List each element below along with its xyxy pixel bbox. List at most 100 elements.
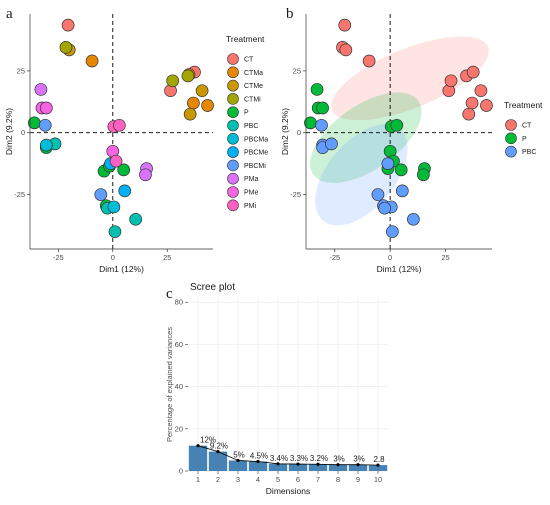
data-point-pbcme — [118, 184, 132, 198]
data-point-pmi — [109, 154, 123, 168]
scree-bar-dim-2 — [208, 451, 228, 471]
y-tick-label: 0 — [21, 128, 25, 137]
legend-label-ctme: CTMe — [244, 83, 263, 90]
scree-point — [236, 458, 240, 463]
legend-label-pme: PMe — [244, 190, 259, 197]
legend-label-pbcme: PBCMe — [244, 150, 268, 157]
y-tick-label: -25 — [290, 190, 301, 199]
scree-bar-dim-8 — [328, 464, 348, 471]
data-point-ctma — [85, 54, 99, 68]
legend-key-ct — [227, 53, 239, 65]
data-point-ctmi — [166, 74, 180, 88]
scree-x-tick-label: 8 — [336, 475, 340, 484]
data-point-p — [316, 101, 329, 115]
scree-x-tick-label: 9 — [356, 475, 360, 484]
panel-b-letter: b — [286, 6, 294, 22]
data-point-ct — [61, 18, 75, 32]
legend-key-ct — [505, 119, 517, 131]
legend-label-ctmi: CTMi — [244, 96, 261, 103]
data-point-ct — [362, 54, 376, 68]
legend-key-pme — [227, 186, 239, 198]
data-point-pma — [34, 83, 48, 96]
data-point-pbc — [395, 184, 409, 198]
confidence-ellipse-p — [310, 92, 422, 183]
data-point-pbc — [315, 118, 328, 132]
data-point-ct — [462, 107, 476, 121]
panel-a-letter: a — [6, 6, 13, 22]
y-tick-label: -25 — [14, 190, 25, 199]
legend-label-pbc: PBC — [244, 123, 258, 130]
data-point-ctmi — [181, 69, 195, 83]
scree-bar-dim-3 — [228, 460, 248, 471]
scree-data-label: 3.3% — [290, 454, 308, 463]
data-point-ctme — [195, 84, 209, 98]
scree-data-label: 4.5% — [250, 452, 268, 461]
y-axis-label: Dim2 (9.2%) — [4, 108, 14, 155]
y-axis-label: Dim2 (9.2%) — [280, 108, 290, 155]
data-point-p — [417, 168, 430, 182]
legend: Treatment CT CTMa CTMe CTMi P PBC PBCMa PBCMe PBC… — [226, 34, 268, 212]
legend-label-pbcmi: PBCMi — [244, 163, 266, 170]
scree-bar-dim-4 — [248, 461, 268, 471]
data-point-p — [310, 83, 324, 96]
legend-key-pmi — [227, 199, 239, 212]
x-axis-label: Dim1 (12%) — [377, 264, 422, 274]
legend-title: Treatment — [226, 34, 265, 44]
legend-label-ct: CT — [522, 123, 532, 130]
data-point-pbcmi — [38, 118, 52, 132]
scree-point — [256, 459, 260, 464]
y-tick-label: 25 — [17, 66, 25, 75]
legend-key-ctmi — [227, 93, 239, 105]
scree-x-axis-label: Dimensions — [266, 486, 310, 496]
scree-point — [196, 444, 200, 448]
scree-bar-dim-6 — [288, 464, 308, 471]
scree-point — [296, 462, 300, 466]
data-point-ct — [474, 84, 488, 98]
legend-label-ct: CT — [244, 57, 254, 64]
legend-label-p: P — [244, 110, 249, 117]
data-point-p — [394, 163, 408, 177]
legend-key-ctme — [227, 79, 239, 92]
scree-data-label: 3% — [333, 455, 345, 464]
scree-x-tick-label: 10 — [374, 475, 382, 484]
panel-a-pca-scatter: -25 0 25 25 0 -25 Dim1 (12%) Dim2 (9.2%) Treatme… — [4, 14, 268, 274]
scree-data-label: 3.4% — [270, 454, 288, 463]
panel-c-scree-plot: Scree plot 12%9.2% 5% 4.5% 3.4% 3.3% 3.2% 3% 3% 2… — [165, 282, 388, 496]
scree-bar-dim-1 — [188, 445, 208, 471]
legend-key-ctma — [227, 66, 239, 79]
scree-point — [376, 463, 380, 467]
scree-y-axis-label: Percentage of explained variances — [165, 327, 174, 442]
legend-key-pbcme — [227, 146, 239, 158]
data-point-pma — [139, 168, 152, 182]
data-point-p — [390, 118, 404, 132]
data-point-pbc — [378, 201, 391, 215]
data-point-ctma — [201, 99, 214, 112]
data-point-ct — [466, 65, 480, 79]
y-tick-label: 0 — [297, 128, 301, 137]
scree-x-tick-label: 5 — [276, 475, 280, 484]
x-tick-label: 25 — [441, 253, 449, 262]
legend-key-pbc — [227, 119, 239, 132]
legend-key-pbcmi — [227, 159, 239, 172]
scree-bar-dim-5 — [268, 463, 288, 471]
x-tick-label: -25 — [329, 253, 340, 262]
scree-bar-dim-7 — [308, 464, 328, 471]
scree-x-tick-label: 3 — [236, 475, 240, 484]
panel-b-pca-ellipses: -25 0 25 25 0 -25 Dim1 (12%) Dim2 (9.2%) Treatme… — [280, 14, 543, 274]
data-point-pbc — [386, 225, 399, 239]
legend-label-pma: PMa — [244, 176, 259, 183]
data-point-pbc — [325, 137, 338, 151]
scree-title: Scree plot — [190, 282, 235, 293]
data-point-pbcma — [39, 138, 53, 152]
scree-point — [336, 463, 340, 467]
scree-bar-dim-9 — [348, 464, 368, 471]
scree-bar-dim-10 — [368, 465, 388, 471]
scree-point — [276, 462, 280, 466]
data-point-ct — [465, 96, 479, 110]
plot-area — [306, 14, 492, 249]
y-tick-label: 25 — [293, 66, 301, 75]
data-point-ctme — [183, 107, 197, 121]
scree-point — [216, 449, 220, 454]
scree-data-label: 3.2% — [310, 454, 328, 463]
data-point-ct — [339, 43, 353, 57]
